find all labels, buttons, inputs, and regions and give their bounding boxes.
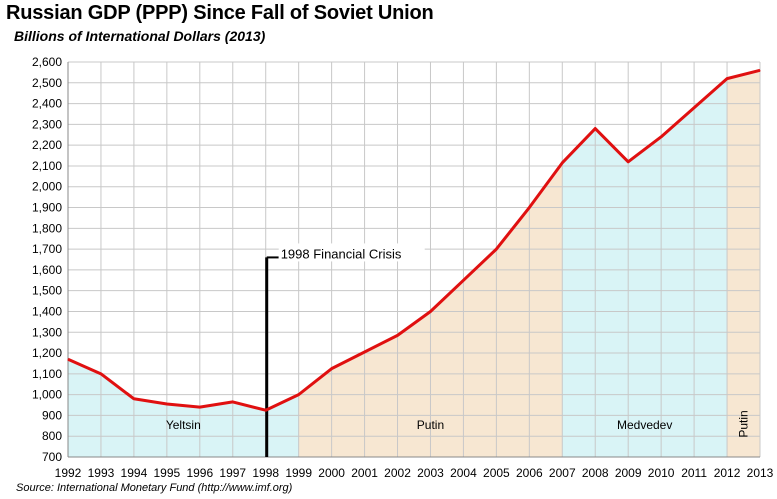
x-tick-label: 2008 (582, 466, 609, 480)
x-tick-label: 2002 (384, 466, 411, 480)
y-tick-label: 1,500 (32, 284, 62, 298)
x-tick-label: 1997 (219, 466, 246, 480)
data-point (627, 161, 629, 163)
y-tick-label: 700 (42, 450, 62, 464)
y-tick-label: 1,200 (32, 346, 62, 360)
period-labels: Yeltsin Putin Medvedev Putin (166, 410, 751, 437)
y-tick-labels: 700 800 900 1,000 1,100 1,200 1,300 1,400 1,500 1… (32, 55, 62, 464)
x-tick-labels: 1992 1993 1994 1995 1996 1997 1998 1999 2000 2001… (55, 466, 774, 480)
data-point (726, 78, 728, 80)
x-tick-label: 2011 (681, 466, 707, 480)
data-point (495, 248, 497, 250)
y-tick-label: 900 (42, 408, 62, 422)
y-tick-label: 2,200 (32, 138, 62, 152)
x-tick-label: 2006 (516, 466, 543, 480)
gdp-series (67, 68, 761, 412)
y-tick-label: 1,700 (32, 242, 62, 256)
chart-subtitle: Billions of International Dollars (2013) (14, 28, 266, 44)
data-point (594, 128, 596, 130)
x-tick-label: 2001 (351, 466, 378, 480)
period-fill-yeltsin-0 (68, 359, 299, 457)
y-tick-label: 2,100 (32, 159, 62, 173)
x-tick-label: 2007 (549, 466, 576, 480)
period-label: Putin (737, 410, 751, 437)
crisis-label-bg (278, 243, 425, 262)
data-point (232, 401, 234, 403)
data-point (100, 373, 102, 375)
data-point (199, 406, 201, 408)
x-tick-label: 1992 (55, 466, 82, 480)
x-tick-label: 2012 (714, 466, 741, 480)
y-tick-label: 1,900 (32, 201, 62, 215)
x-tick-label: 2003 (417, 466, 444, 480)
period-label: Medvedev (617, 418, 672, 432)
data-point (693, 107, 695, 109)
data-point (528, 207, 530, 209)
x-tick-label: 2004 (450, 466, 477, 480)
data-point (462, 279, 464, 281)
y-tick-label: 1,800 (32, 221, 62, 235)
annotations: 1998 Financial Crisis (265, 243, 425, 457)
data-point (364, 351, 366, 353)
period-label: Putin (417, 418, 444, 432)
data-point (429, 310, 431, 312)
chart-title: Russian GDP (PPP) Since Fall of Soviet U… (6, 2, 434, 24)
x-tick-label: 1994 (121, 466, 148, 480)
y-tick-label: 2,300 (32, 117, 62, 131)
y-tick-label: 2,600 (32, 55, 62, 69)
y-tick-label: 2,000 (32, 180, 62, 194)
data-point (331, 368, 333, 370)
data-point (265, 409, 267, 411)
x-tick-label: 2000 (318, 466, 345, 480)
grid-lines (67, 61, 761, 458)
x-tick-label: 1993 (88, 466, 115, 480)
data-point (166, 403, 168, 405)
data-point (759, 69, 761, 71)
crisis-label: 1998 Financial Crisis (281, 246, 402, 261)
y-tick-label: 1,000 (32, 388, 62, 402)
source-note: Source: International Monetary Fund (htt… (16, 482, 293, 494)
x-tick-label: 2013 (747, 466, 774, 480)
gdp-line (67, 68, 761, 412)
data-point (397, 334, 399, 336)
period-fill-putin-3 (727, 70, 760, 457)
y-tick-label: 1,100 (32, 367, 62, 381)
y-tick-label: 2,500 (32, 76, 62, 90)
period-fill-medvedev-2 (562, 78, 728, 457)
data-point (67, 358, 69, 360)
x-tick-label: 1995 (154, 466, 181, 480)
x-tick-label: 1996 (186, 466, 213, 480)
y-tick-label: 800 (42, 429, 62, 443)
x-tick-label: 2009 (615, 466, 642, 480)
data-point (660, 136, 662, 138)
x-tick-label: 1999 (285, 466, 312, 480)
period-fills (68, 70, 760, 457)
y-tick-label: 1,600 (32, 263, 62, 277)
y-tick-label: 2,400 (32, 97, 62, 111)
x-tick-label: 1998 (252, 466, 279, 480)
data-point (133, 398, 135, 400)
period-label: Yeltsin (166, 418, 201, 432)
y-tick-label: 1,400 (32, 304, 62, 318)
x-tick-label: 2005 (483, 466, 510, 480)
data-point (298, 394, 300, 396)
x-tick-label: 2010 (648, 466, 675, 480)
y-tick-label: 1,300 (32, 325, 62, 339)
axes (67, 62, 760, 458)
data-point (561, 162, 563, 164)
